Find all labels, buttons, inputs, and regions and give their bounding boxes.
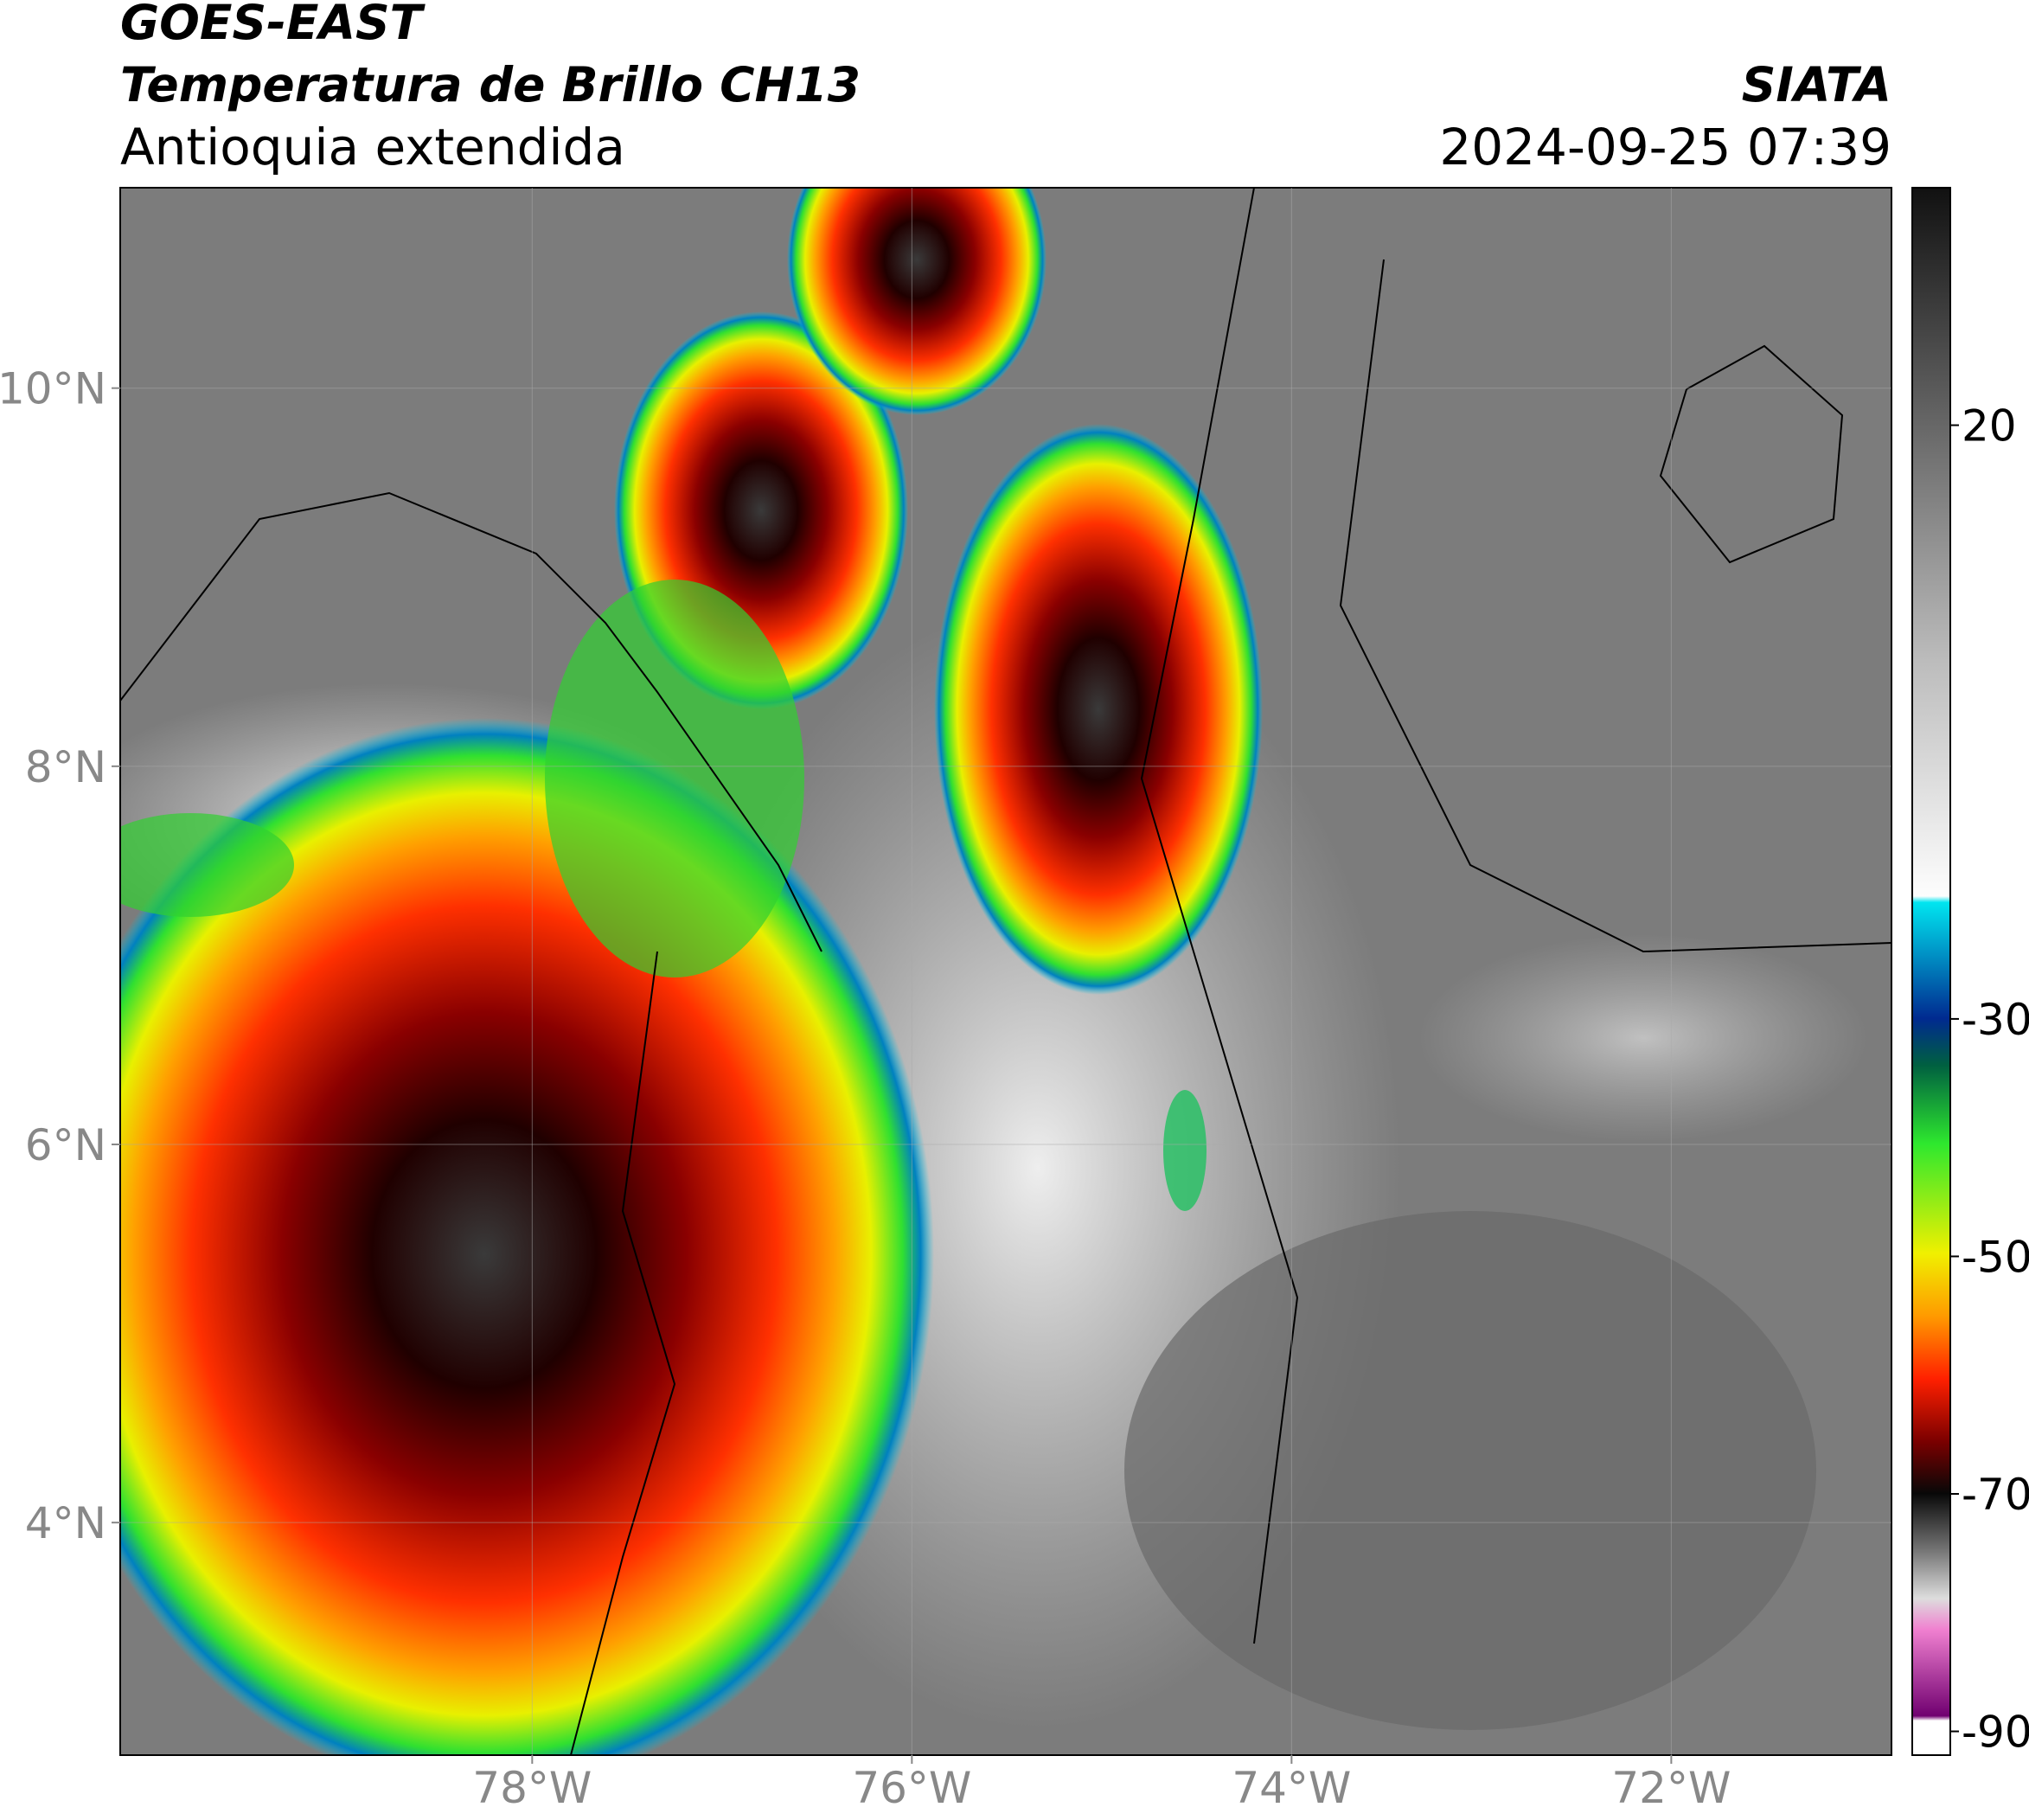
region: Antioquia extendida — [120, 118, 625, 176]
datetime: 2024-09-25 07:39 — [1439, 118, 1891, 176]
subtitle: Temperatura de Brillo CH13 — [120, 57, 861, 112]
x-tick-label: 72°W — [1611, 1763, 1731, 1813]
y-tick-label: 8°N — [25, 742, 106, 792]
x-tick-label: 74°W — [1232, 1763, 1351, 1813]
y-tick-label: 6°N — [25, 1120, 106, 1170]
y-tick-label: 10°N — [0, 364, 106, 414]
x-tick-label: 78°W — [472, 1763, 592, 1813]
colorbar-tick-label: -50 — [1962, 1232, 2029, 1282]
colorbar-tick-label: -90 — [1962, 1708, 2029, 1758]
colorbar — [1911, 187, 1951, 1756]
map-frame — [119, 187, 1892, 1756]
y-tick-label: 4°N — [25, 1498, 106, 1548]
satellite-image — [120, 188, 1891, 1755]
x-tick-label: 76°W — [852, 1763, 971, 1813]
colorbar-tick-label: -30 — [1962, 995, 2029, 1045]
colorbar-tick-label: 20 — [1962, 401, 2017, 452]
title: GOES-EAST — [120, 0, 426, 50]
source: SIATA — [1742, 57, 1891, 112]
colorbar-tick-label: -70 — [1962, 1470, 2029, 1520]
